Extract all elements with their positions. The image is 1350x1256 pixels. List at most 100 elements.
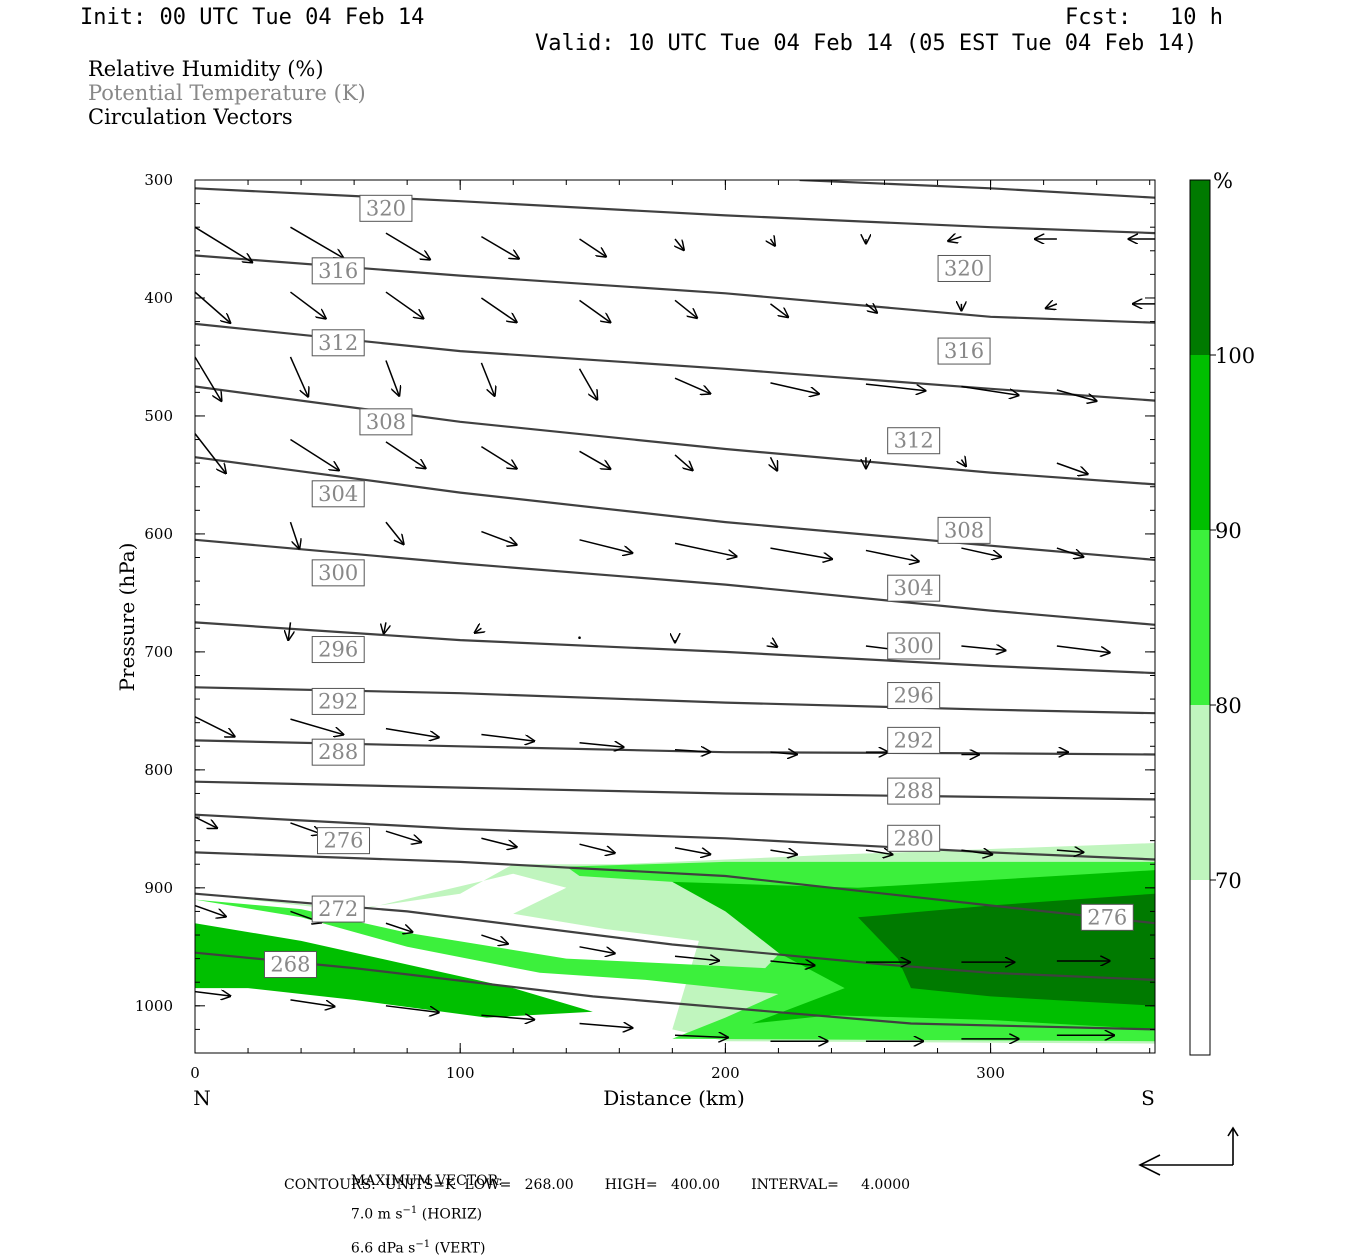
theta-label-272-10: 272 bbox=[311, 895, 365, 923]
theta-contour-296 bbox=[195, 686, 1155, 715]
theta-contour-300 bbox=[195, 621, 1155, 675]
south-end-label: S bbox=[1141, 1086, 1155, 1110]
theta-label-288-20: 288 bbox=[887, 777, 941, 805]
theta-label-text: 316 bbox=[944, 339, 984, 363]
init-time: Init: 00 UTC Tue 04 Feb 14 bbox=[80, 5, 425, 30]
theta-label-308-15: 308 bbox=[937, 516, 991, 544]
theta-label-box bbox=[887, 777, 941, 805]
theta-label-text: 300 bbox=[318, 561, 358, 585]
circulation-vector-50 bbox=[1056, 547, 1083, 557]
circulation-vector-95 bbox=[674, 1035, 728, 1037]
theta-label-text: 280 bbox=[894, 826, 934, 850]
theta-label-text: 276 bbox=[1087, 905, 1127, 929]
theta-label-304-16: 304 bbox=[887, 574, 941, 602]
theta-label-text: 320 bbox=[366, 196, 406, 220]
north-end-label: N bbox=[193, 1086, 211, 1110]
x-tick-label: 300 bbox=[976, 1064, 1005, 1082]
theta-contour-304 bbox=[195, 538, 1155, 626]
circulation-vector-37 bbox=[674, 454, 693, 470]
circulation-vector-52 bbox=[384, 622, 386, 633]
max-vector-line: MAXIMUM VECTOR: 7.0 m s−1 (HORIZ) 6.6 dP… bbox=[342, 1157, 503, 1256]
colorbar-label: 80 bbox=[1215, 694, 1242, 718]
theta-label-292-7: 292 bbox=[311, 687, 365, 715]
theta-label-text: 268 bbox=[270, 953, 310, 977]
colorbar-label: 100 bbox=[1215, 344, 1255, 368]
x-axis-title: Distance (km) bbox=[603, 1086, 745, 1110]
max-vector-horiz-exp: −1 bbox=[402, 1205, 418, 1216]
theta-label-320-0: 320 bbox=[359, 194, 413, 222]
colorbar-label: 90 bbox=[1215, 519, 1242, 543]
circulation-vector-48 bbox=[865, 549, 919, 561]
theta-label-box bbox=[1080, 903, 1134, 931]
circulation-vector-40 bbox=[961, 460, 965, 467]
circulation-vector-91 bbox=[290, 999, 334, 1007]
circulation-vector-70 bbox=[195, 816, 217, 828]
circulation-vector-90 bbox=[195, 992, 230, 996]
theta-label-box bbox=[317, 827, 371, 855]
theta-label-box bbox=[937, 516, 991, 544]
circulation-vector-11 bbox=[195, 291, 230, 323]
circulation-vector-56 bbox=[770, 642, 777, 646]
circulation-vector-53 bbox=[475, 628, 482, 632]
theta-label-312-14: 312 bbox=[887, 427, 941, 455]
theta-label-text: 312 bbox=[318, 331, 358, 355]
x-tick-label: 0 bbox=[190, 1064, 200, 1082]
colorbar-segment-3 bbox=[1190, 705, 1210, 880]
circulation-vector-22 bbox=[195, 356, 221, 401]
theta-label-box bbox=[359, 408, 413, 436]
circulation-vector-8 bbox=[948, 237, 962, 241]
theta-label-text: 316 bbox=[318, 259, 358, 283]
circulation-vector-27 bbox=[674, 377, 710, 393]
theta-label-296-18: 296 bbox=[887, 682, 941, 710]
theta-label-316-1: 316 bbox=[311, 257, 365, 285]
colorbar-label: 70 bbox=[1215, 869, 1242, 893]
circulation-vector-0 bbox=[195, 226, 252, 262]
circulation-vector-44 bbox=[481, 530, 516, 545]
theta-label-300-17: 300 bbox=[887, 632, 941, 660]
circulation-vector-83 bbox=[481, 934, 507, 944]
theta-label-box bbox=[263, 951, 317, 979]
colorbar-segment-1 bbox=[1190, 355, 1210, 530]
circulation-vector-34 bbox=[385, 441, 426, 468]
circulation-vector-32 bbox=[195, 433, 226, 474]
y-tick-label: 800 bbox=[144, 761, 173, 779]
theta-label-box bbox=[887, 682, 941, 710]
theta-label-text: 320 bbox=[944, 256, 984, 280]
forecast-hour: 10 h bbox=[1170, 5, 1223, 30]
theta-label-box bbox=[887, 574, 941, 602]
theta-label-text: 292 bbox=[894, 728, 934, 752]
theta-label-text: 312 bbox=[894, 429, 934, 453]
circulation-vector-36 bbox=[579, 450, 611, 469]
max-vector-horiz: 7.0 m s bbox=[350, 1206, 403, 1223]
circulation-vector-5 bbox=[675, 238, 684, 250]
circulation-vector-4 bbox=[579, 238, 606, 257]
circulation-vector-74 bbox=[579, 843, 615, 853]
theta-label-box bbox=[359, 194, 413, 222]
circulation-vector-47 bbox=[770, 547, 832, 559]
cross-section-chart: 320 316 312 308 304 300 296 292 288 276 272 268 320 3… bbox=[115, 169, 1255, 1176]
circulation-vector-77 bbox=[865, 850, 892, 854]
theta-label-316-13: 316 bbox=[937, 337, 991, 365]
circulation-vector-62 bbox=[385, 727, 439, 738]
theta-label-text: 288 bbox=[318, 740, 358, 764]
theta-label-text: 292 bbox=[318, 689, 358, 713]
circulation-vector-24 bbox=[385, 360, 399, 395]
theta-label-box bbox=[311, 687, 365, 715]
max-vector-horiz-suffix: (HORIZ) bbox=[417, 1206, 483, 1223]
y-tick-label: 400 bbox=[144, 289, 173, 307]
circulation-vector-75 bbox=[674, 846, 710, 855]
circulation-vector-28 bbox=[770, 382, 818, 394]
theta-label-308-3: 308 bbox=[359, 408, 413, 436]
circulation-vector-30 bbox=[961, 385, 1018, 395]
legend-rh: Relative Humidity (%) bbox=[88, 57, 324, 81]
circulation-vector-38 bbox=[770, 456, 777, 470]
legend-theta: Potential Temperature (K) bbox=[88, 81, 366, 105]
circulation-vector-51 bbox=[288, 622, 290, 640]
theta-label-box bbox=[311, 480, 365, 508]
theta-label-box bbox=[937, 254, 991, 282]
circulation-vector-33 bbox=[290, 438, 338, 471]
max-vector-vert: 6.6 dPa s bbox=[350, 1240, 416, 1256]
circulation-vector-42 bbox=[289, 521, 299, 548]
circulation-vector-49 bbox=[961, 547, 1001, 557]
theta-contour-280 bbox=[195, 813, 1155, 861]
